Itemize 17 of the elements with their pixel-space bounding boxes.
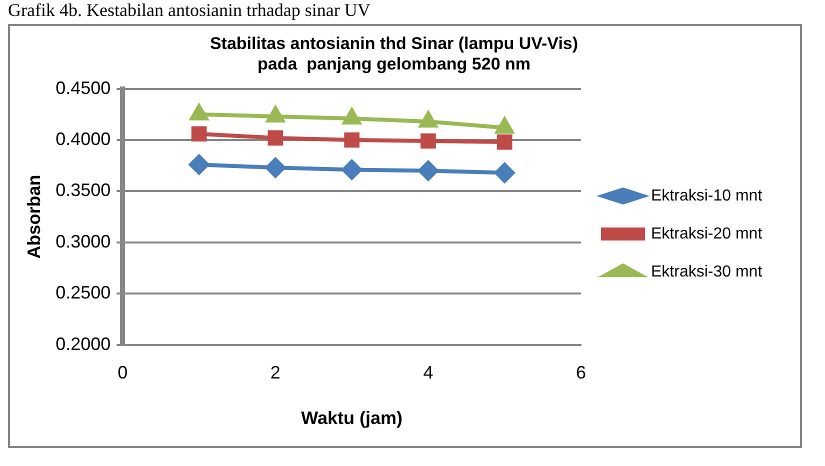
x-tick-label: 6 <box>576 362 586 383</box>
text: Grafik 4b. Kestabilan antosianin trhadap sinar UV <box>8 0 372 20</box>
y-tick-label: 0.4000 <box>56 128 111 149</box>
y-axis-title: Absorban <box>24 174 44 259</box>
y-tick-label: 0.2500 <box>56 282 111 303</box>
legend-label: Ektraksi-20 mnt <box>651 225 763 242</box>
y-tick-label: 0.4500 <box>56 78 111 98</box>
legend-label: Ektraksi-30 mnt <box>651 263 763 280</box>
x-tick-label: 2 <box>270 362 280 383</box>
y-tick-label: 0.3500 <box>56 180 111 200</box>
x-tick-label: 0 <box>118 362 128 383</box>
legend-label: Ektraksi-10 mnt <box>651 187 763 204</box>
y-tick-label: 0.3000 <box>56 231 111 252</box>
chart-title: Stabilitas antosianin thd Sinar (lampu UV-Vis) pada panjang gelombang 520 nm <box>210 34 578 74</box>
x-axis-title: Waktu (jam) <box>301 408 402 428</box>
x-tick-label: 4 <box>423 362 434 383</box>
y-tick-label: 0.2000 <box>56 334 111 354</box>
